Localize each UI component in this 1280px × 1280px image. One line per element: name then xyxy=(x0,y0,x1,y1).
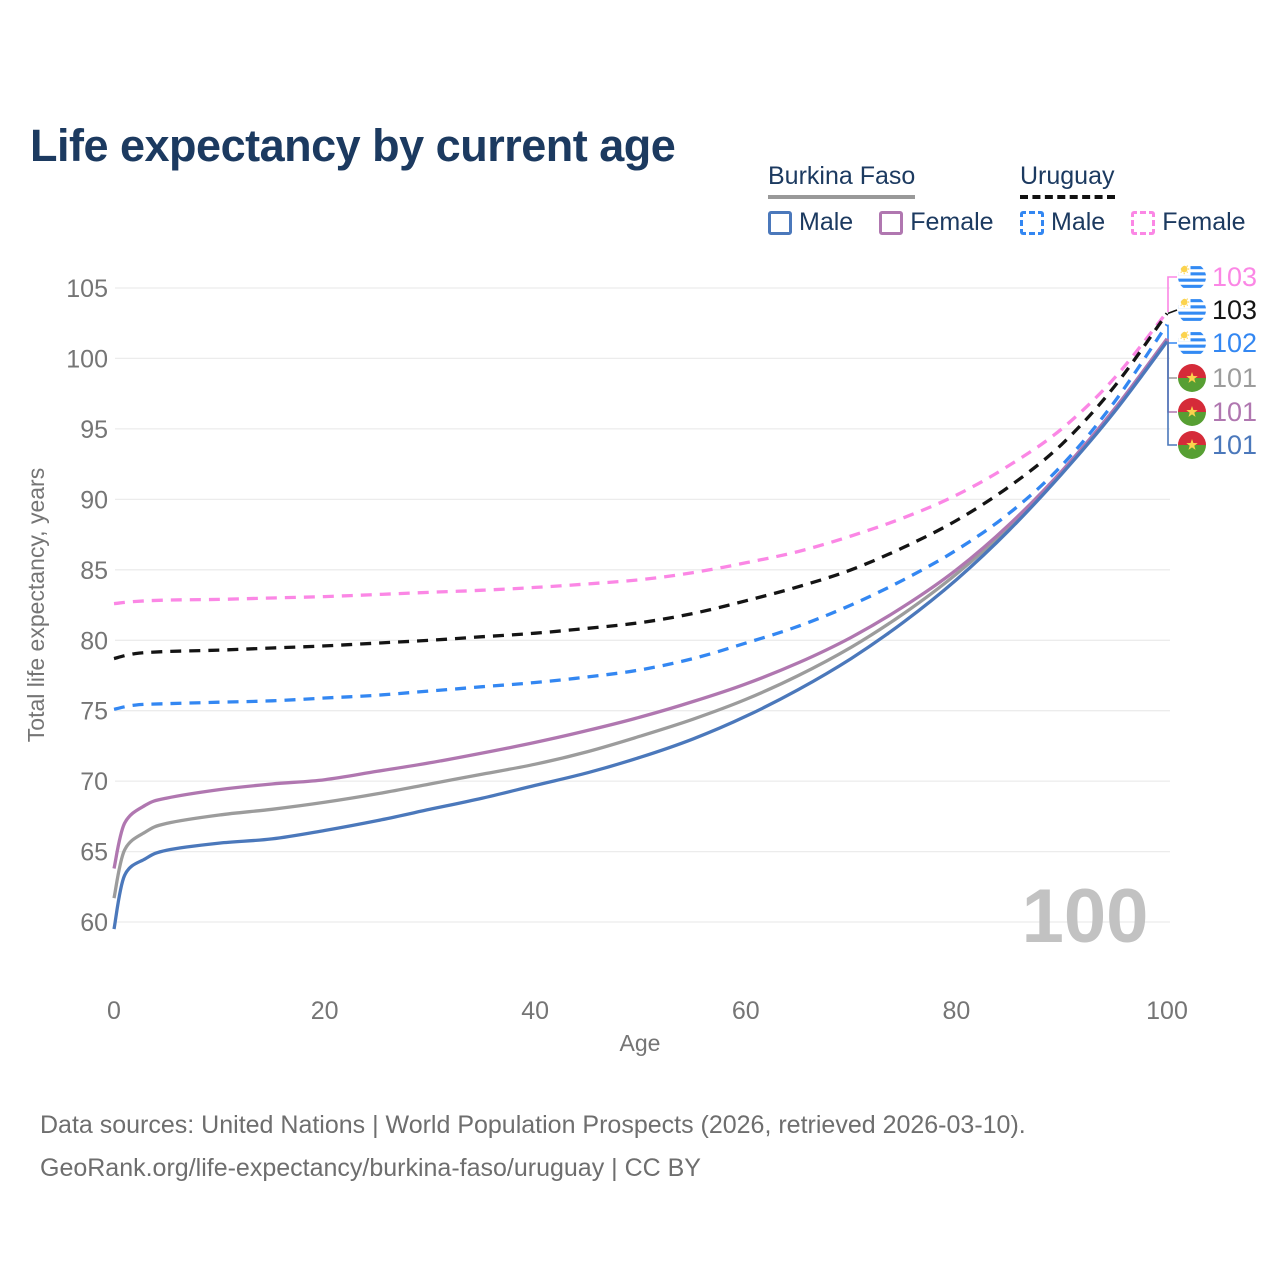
y-tick-label: 90 xyxy=(80,486,108,514)
end-value-label-uruguay-both-sexes: 103 xyxy=(1212,295,1257,325)
attribution: Data sources: United Nations | World Pop… xyxy=(40,1104,1026,1190)
legend-item-label: Male xyxy=(799,208,854,236)
end-value-label-uruguay-male: 102 xyxy=(1212,328,1257,358)
y-tick-label: 65 xyxy=(80,839,108,867)
end-value-label-burkina-faso-female: 101 xyxy=(1212,397,1257,427)
y-tick-label: 75 xyxy=(80,698,108,726)
uruguay-flag-icon xyxy=(1178,296,1206,324)
end-label-connector xyxy=(1167,338,1177,413)
solid-line-swatch-icon xyxy=(768,210,792,235)
end-value-label-burkina-faso-both-sexes: 101 xyxy=(1212,363,1257,393)
uruguay-flag-icon xyxy=(1178,329,1206,357)
end-label-connector xyxy=(1167,309,1178,315)
legend-country-burkina-faso: Burkina Faso xyxy=(768,162,916,199)
legend-group-burkina-faso: Burkina Faso Male Female xyxy=(768,162,994,237)
series-line-burkina-faso-male xyxy=(112,340,1169,930)
legend-item-uruguay-male[interactable]: Male xyxy=(1020,208,1105,237)
y-tick-label: 70 xyxy=(80,768,108,796)
dashed-line-swatch-icon xyxy=(1131,210,1156,235)
age-counter-watermark: 100 xyxy=(1022,874,1149,959)
end-label-connector xyxy=(1167,341,1177,446)
x-tick-label: 80 xyxy=(942,997,970,1025)
series-line-burkina-faso-both-sexes xyxy=(112,339,1169,899)
legend-item-burkina-faso-male[interactable]: Male xyxy=(768,208,853,237)
y-tick-label: 100 xyxy=(66,345,108,373)
solid-line-swatch-icon xyxy=(879,210,904,235)
page-title: Life expectancy by current age xyxy=(30,120,676,172)
source-url-line: GeoRank.org/life-expectancy/burkina-faso… xyxy=(40,1154,701,1182)
legend-item-label: Male xyxy=(1051,208,1106,236)
burkina-faso-flag-icon xyxy=(1178,398,1206,426)
y-tick-label: 60 xyxy=(80,909,108,937)
legend-group-uruguay: Uruguay Male Female xyxy=(1020,162,1246,237)
burkina-faso-flag-icon xyxy=(1178,431,1206,459)
x-axis-title: Age xyxy=(620,1030,661,1056)
y-tick-label: 105 xyxy=(66,275,108,303)
end-label-connector xyxy=(1167,324,1177,344)
series-line-uruguay-male xyxy=(113,323,1169,711)
x-tick-label: 40 xyxy=(521,997,549,1025)
series-line-uruguay-both-sexes xyxy=(113,312,1169,661)
y-axis-title: Total life expectancy, years xyxy=(23,468,49,742)
y-tick-label: 80 xyxy=(80,627,108,655)
x-tick-label: 60 xyxy=(732,997,760,1025)
x-tick-label: 0 xyxy=(107,997,121,1025)
legend-item-label: Female xyxy=(910,208,994,236)
x-tick-label: 20 xyxy=(311,997,339,1025)
series-line-uruguay-female xyxy=(113,310,1169,606)
legend-item-label: Female xyxy=(1162,208,1246,236)
data-sources-line: Data sources: United Nations | World Pop… xyxy=(40,1111,1026,1139)
series-line-burkina-faso-female xyxy=(112,337,1169,869)
y-tick-label: 95 xyxy=(80,416,108,444)
legend-item-uruguay-female[interactable]: Female xyxy=(1131,208,1246,237)
dashed-line-swatch-icon xyxy=(1020,210,1044,235)
burkina-faso-flag-icon xyxy=(1178,364,1206,392)
legend-country-uruguay: Uruguay xyxy=(1020,162,1115,199)
y-tick-label: 85 xyxy=(80,557,108,585)
end-value-label-uruguay-female: 103 xyxy=(1212,262,1257,292)
end-value-label-burkina-faso-male: 101 xyxy=(1212,430,1257,460)
legend-item-burkina-faso-female[interactable]: Female xyxy=(879,208,994,237)
end-label-connector xyxy=(1167,276,1177,312)
x-tick-label: 100 xyxy=(1146,997,1188,1025)
uruguay-flag-icon xyxy=(1178,263,1206,291)
